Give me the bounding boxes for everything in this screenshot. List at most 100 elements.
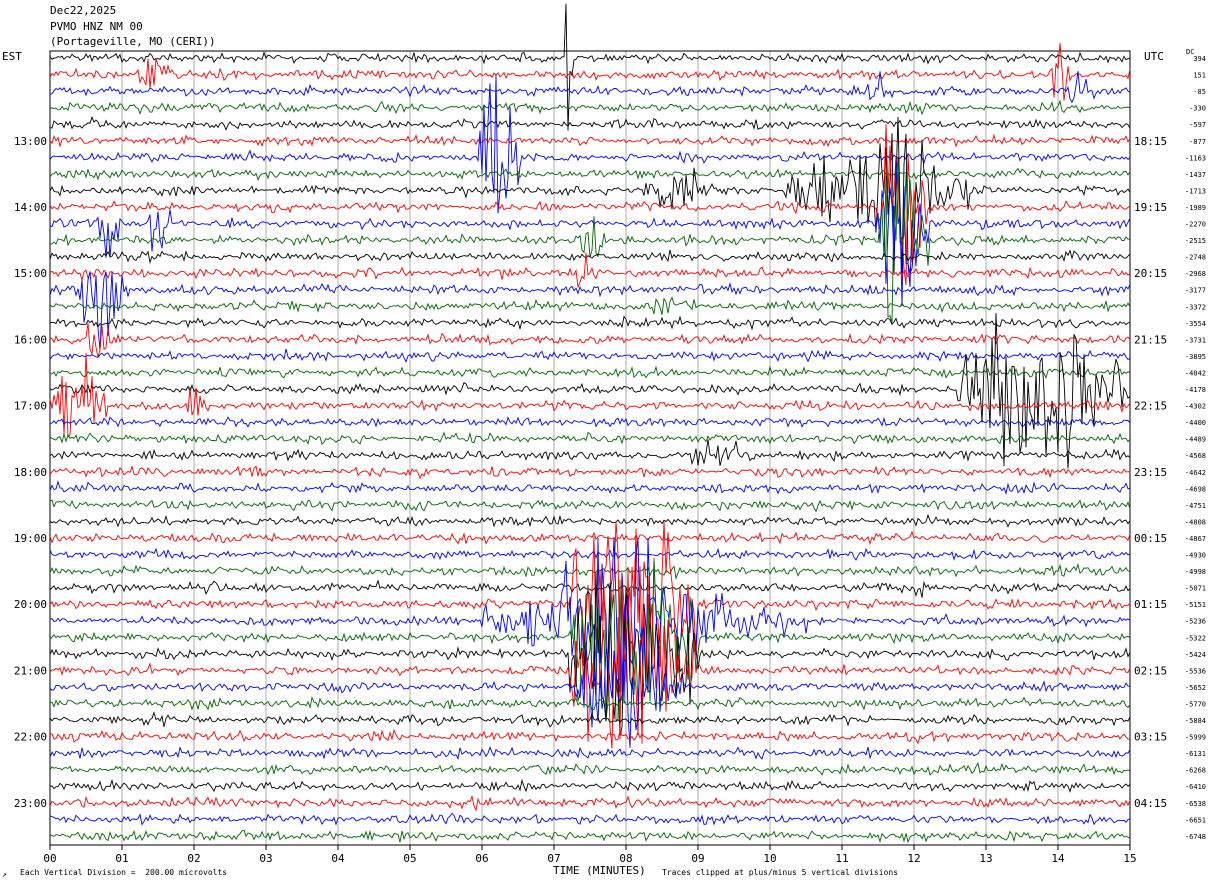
x-tick-label: 15 (1123, 852, 1136, 865)
dc-offset-label: -3731 (1185, 336, 1206, 344)
seismic-trace (49, 696, 1131, 711)
x-tick-label: 04 (331, 852, 345, 865)
right-hour-label: 18:15 (1134, 135, 1167, 148)
seismic-trace (49, 116, 1131, 275)
left-hour-label: 14:00 (14, 201, 47, 214)
left-hour-label: 13:00 (14, 135, 47, 148)
x-axis-title: TIME (MINUTES) (553, 864, 646, 877)
seismic-trace (49, 829, 1131, 844)
seismic-trace (49, 778, 1131, 793)
seismic-trace (49, 43, 1131, 101)
right-hour-label: 21:15 (1134, 333, 1167, 346)
seismic-trace (49, 352, 1131, 438)
x-tick-label: 10 (763, 852, 776, 865)
dc-offset-label: -3895 (1185, 353, 1206, 361)
station-code: PVMO HNZ NM 00 (50, 20, 143, 33)
left-hour-label: 22:00 (14, 731, 47, 744)
seismic-trace (49, 562, 1131, 580)
right-hour-label: 04:15 (1134, 797, 1167, 810)
x-tick-label: 12 (907, 852, 920, 865)
seismic-trace (49, 480, 1131, 496)
seismic-trace (49, 365, 1131, 379)
seismic-trace (49, 416, 1131, 428)
seismic-trace (49, 157, 1131, 307)
seismic-trace (49, 513, 1131, 528)
seismic-trace (49, 296, 1131, 315)
dc-offset-label: -4178 (1185, 386, 1206, 394)
right-hour-label: 23:15 (1134, 466, 1167, 479)
seismic-trace (49, 499, 1131, 513)
seismic-trace (49, 315, 1130, 331)
dc-offset-label: -1437 (1185, 171, 1206, 179)
dc-offset-label: -4642 (1185, 469, 1206, 477)
dc-offset-label: -4867 (1185, 535, 1206, 543)
right-hour-label: 02:15 (1134, 664, 1167, 677)
seismic-trace (49, 3, 1131, 131)
seismic-trace (49, 521, 1131, 683)
dc-offset-label: -597 (1189, 121, 1206, 129)
seismic-trace (49, 71, 1131, 104)
dc-offset-label: -6410 (1185, 783, 1206, 791)
dc-offset-label: -5322 (1185, 634, 1206, 642)
seismic-trace (49, 439, 1131, 466)
dc-offset-label: -6651 (1185, 816, 1206, 824)
dc-offset-label: -4400 (1185, 419, 1206, 427)
dc-offset-label: -4930 (1185, 552, 1206, 560)
seismic-trace (49, 728, 1131, 745)
seismic-trace (49, 252, 1131, 288)
seismic-trace (49, 124, 1131, 286)
left-hour-label: 23:00 (14, 797, 47, 810)
dc-offset-label: -4489 (1185, 436, 1206, 444)
seismic-trace (49, 465, 1131, 480)
dc-offset-label: -5770 (1185, 700, 1206, 708)
seismic-trace (49, 74, 1131, 214)
dc-offset-label: -6131 (1185, 750, 1206, 758)
dc-offset-label: 394 (1193, 55, 1206, 63)
dc-offset-label: -5071 (1185, 585, 1206, 593)
seismic-trace (49, 794, 1131, 812)
seismic-trace (49, 530, 1131, 546)
x-tick-label: 07 (547, 852, 560, 865)
seismic-trace (49, 348, 1131, 363)
seismic-trace (49, 711, 1131, 728)
left-hour-label: 20:00 (14, 598, 47, 611)
dc-offset-label: -5652 (1185, 684, 1206, 692)
vertical-scale-note: Each Vertical Division = 200.00 microvol… (20, 868, 228, 877)
x-tick-label: 01 (115, 852, 128, 865)
seismic-trace (49, 167, 1131, 182)
dc-offset-label: -6538 (1185, 800, 1206, 808)
x-tick-label: 05 (403, 852, 416, 865)
seismic-trace (49, 115, 1131, 131)
dc-offset-label: 151 (1193, 72, 1206, 80)
seismic-trace (49, 271, 1131, 351)
seismic-trace (49, 571, 1131, 737)
seismic-trace (49, 313, 1131, 469)
dc-offset-label: -3372 (1185, 303, 1206, 311)
dc-offset-label: -2748 (1185, 254, 1206, 262)
left-hour-label: 17:00 (14, 400, 47, 413)
seismic-trace (49, 431, 1131, 445)
dc-offset-label: -2968 (1185, 270, 1206, 278)
left-hour-label: 16:00 (14, 333, 47, 346)
left-hour-label: 19:00 (14, 532, 47, 545)
dc-offset-label: -1713 (1185, 187, 1206, 195)
dc-offset-label: -3554 (1185, 320, 1206, 328)
dc-offset-label: -877 (1189, 138, 1206, 146)
seismic-trace (49, 761, 1131, 776)
dc-offset-label: -5151 (1185, 601, 1206, 609)
dc-offset-label: -1163 (1185, 154, 1206, 162)
right-hour-label: 00:15 (1134, 532, 1167, 545)
seismic-trace (49, 587, 1131, 749)
seismic-trace (49, 322, 1131, 358)
x-tick-label: 14 (1051, 852, 1065, 865)
dc-offset-label: -2270 (1185, 221, 1206, 229)
dc-offset-label: -5424 (1185, 651, 1206, 659)
dc-offset-label: -5999 (1185, 734, 1206, 742)
chart-date: Dec22,2025 (50, 4, 117, 17)
right-hour-label: 20:15 (1134, 267, 1167, 280)
station-location: (Portageville, MO (CERI)) (50, 35, 216, 48)
left-timezone-label: EST (2, 50, 22, 63)
dc-offset-label: -4808 (1185, 518, 1206, 526)
x-tick-label: 08 (619, 852, 632, 865)
